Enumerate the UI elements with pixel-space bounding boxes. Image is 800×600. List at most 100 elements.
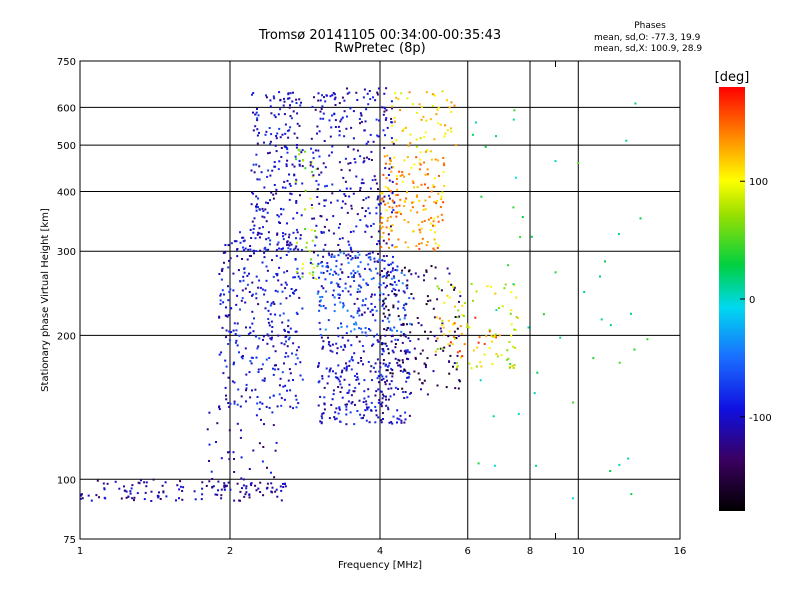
data-point: [339, 375, 342, 378]
data-point: [405, 380, 408, 383]
data-point: [287, 250, 290, 253]
data-point: [271, 486, 274, 489]
data-point: [407, 246, 410, 249]
data-point: [338, 237, 341, 240]
data-point: [444, 124, 447, 127]
data-point: [243, 495, 246, 498]
data-point: [367, 256, 370, 259]
data-point: [274, 313, 277, 316]
data-point: [241, 289, 244, 292]
data-point: [429, 150, 432, 153]
data-point: [390, 277, 393, 280]
data-point: [239, 490, 242, 493]
data-point: [248, 371, 251, 374]
data-point: [378, 286, 381, 289]
data-point: [390, 380, 393, 383]
data-point: [399, 365, 402, 368]
data-point: [293, 165, 296, 168]
data-point: [443, 184, 446, 187]
data-point: [337, 244, 340, 246]
data-point: [434, 158, 437, 161]
data-point: [298, 153, 301, 156]
data-point: [345, 362, 347, 365]
data-point: [272, 394, 275, 397]
data-point: [361, 178, 364, 181]
data-point: [324, 166, 327, 169]
data-point: [397, 98, 400, 101]
data-point: [410, 293, 413, 295]
data-point: [399, 198, 402, 201]
data-point: [379, 335, 382, 338]
data-point: [646, 338, 649, 341]
data-point: [381, 401, 384, 404]
data-point: [332, 273, 334, 276]
data-point: [400, 419, 403, 422]
data-point: [386, 154, 389, 157]
data-point: [446, 99, 448, 102]
data-point: [377, 375, 380, 378]
data-point: [423, 379, 426, 382]
data-point: [391, 199, 394, 202]
data-point: [256, 108, 258, 110]
data-point: [333, 98, 336, 101]
data-point: [295, 398, 298, 401]
data-point: [435, 316, 438, 319]
data-point: [340, 168, 343, 171]
data-point: [438, 317, 441, 320]
data-point: [349, 231, 352, 233]
data-point: [270, 338, 273, 341]
data-point: [410, 273, 413, 276]
data-point: [275, 150, 278, 153]
data-point: [369, 256, 372, 259]
data-point: [385, 369, 388, 372]
data-point: [396, 409, 399, 412]
data-point: [261, 379, 264, 382]
data-point: [421, 382, 424, 384]
data-point: [372, 140, 375, 143]
data-point: [395, 182, 398, 185]
data-point: [376, 243, 378, 246]
data-point: [398, 364, 401, 367]
data-point: [252, 231, 255, 234]
data-point: [383, 267, 386, 270]
data-point: [364, 409, 367, 412]
data-point: [347, 240, 350, 243]
data-point: [265, 96, 268, 99]
data-point: [436, 200, 439, 202]
data-point: [252, 330, 255, 333]
data-point: [340, 386, 343, 389]
data-point: [381, 106, 384, 109]
data-point: [337, 335, 340, 338]
data-point: [474, 316, 477, 319]
data-point: [133, 499, 135, 502]
data-point: [365, 197, 368, 200]
data-point: [627, 457, 630, 460]
data-point: [404, 418, 407, 421]
data-point: [294, 276, 296, 279]
data-point: [312, 174, 315, 177]
data-point: [383, 147, 386, 149]
data-point: [394, 357, 397, 360]
data-point: [379, 362, 382, 364]
data-point: [327, 336, 329, 339]
data-point: [337, 125, 340, 128]
data-point: [358, 314, 361, 317]
data-point: [367, 395, 370, 398]
data-point: [345, 423, 348, 426]
data-point: [345, 127, 348, 130]
data-point: [331, 192, 334, 195]
data-point: [233, 322, 236, 325]
data-point: [391, 206, 394, 209]
data-point: [384, 203, 387, 206]
data-point: [316, 196, 319, 198]
data-point: [379, 294, 382, 297]
data-point: [500, 354, 503, 356]
data-point: [448, 296, 451, 299]
data-point: [413, 186, 416, 189]
data-point: [367, 263, 370, 266]
data-point: [236, 482, 239, 485]
data-point: [283, 362, 285, 365]
data-point: [337, 364, 340, 367]
data-point: [328, 119, 331, 122]
data-point: [338, 380, 341, 383]
